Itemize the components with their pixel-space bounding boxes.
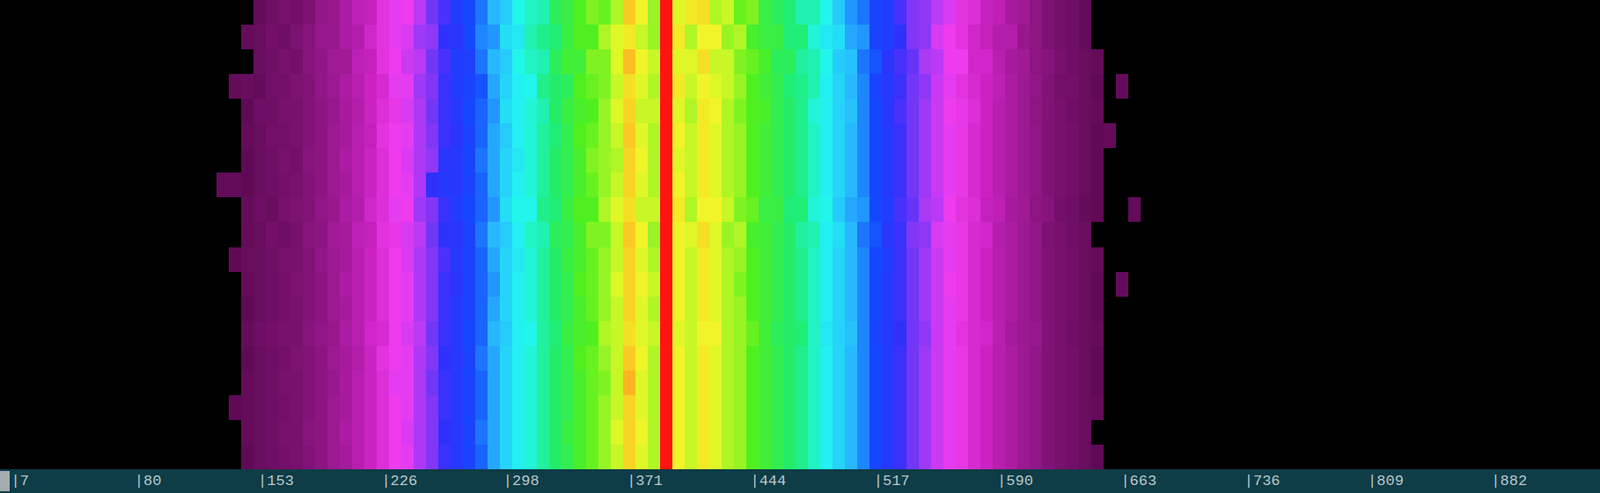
svg-text:|80: |80 (134, 472, 162, 490)
svg-text:|736: |736 (1244, 472, 1281, 490)
svg-text:|663: |663 (1120, 472, 1157, 490)
svg-text:|153: |153 (257, 472, 294, 490)
svg-text:|882: |882 (1490, 472, 1527, 490)
svg-text:|517: |517 (873, 472, 911, 490)
svg-text:|226: |226 (381, 472, 418, 490)
svg-text:|7: |7 (10, 472, 29, 490)
svg-text:|298: |298 (503, 472, 540, 490)
svg-text:|590: |590 (997, 472, 1034, 490)
svg-text:|444: |444 (749, 472, 786, 490)
svg-text:|809: |809 (1367, 472, 1404, 490)
svg-text:|371: |371 (626, 472, 663, 490)
